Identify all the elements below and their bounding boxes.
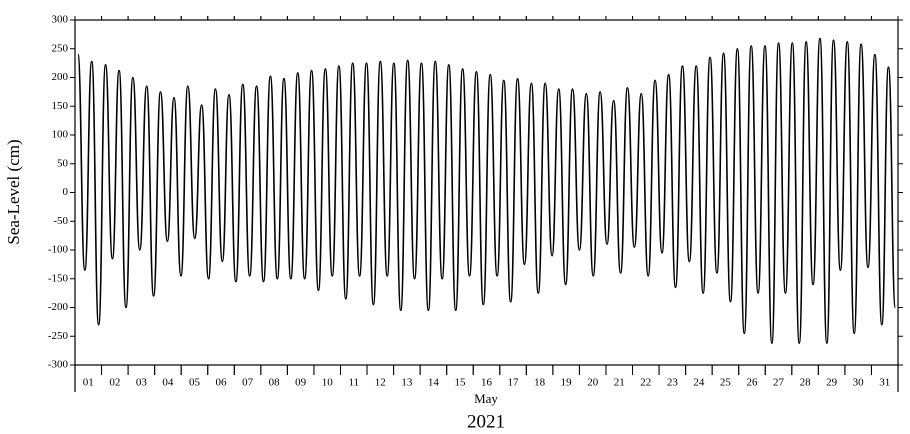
y-tick-label: -300 [48, 359, 69, 371]
y-tick-label: -50 [53, 215, 68, 227]
x-tick-label: 03 [136, 377, 148, 389]
y-tick-label: 250 [52, 42, 69, 54]
x-tick-label: 23 [667, 377, 679, 389]
x-axis-sublabel: 2021 [467, 411, 505, 432]
x-tick-label: 08 [269, 377, 281, 389]
x-tick-label: 18 [534, 377, 546, 389]
y-tick-label: -100 [48, 244, 69, 256]
x-tick-label: 24 [693, 377, 705, 389]
x-tick-label: 21 [614, 377, 625, 389]
x-tick-label: 27 [773, 377, 785, 389]
y-tick-label: 200 [52, 71, 69, 83]
x-tick-label: 15 [454, 377, 466, 389]
y-tick-label: -200 [48, 301, 69, 313]
y-axis-label: Sea-Level (cm) [4, 139, 23, 244]
x-tick-label: 30 [853, 377, 865, 389]
y-tick-label: 300 [52, 14, 69, 26]
x-tick-label: 02 [109, 377, 120, 389]
y-tick-label: 100 [52, 129, 69, 141]
x-tick-label: 25 [720, 377, 732, 389]
x-tick-label: 13 [401, 377, 413, 389]
x-tick-label: 06 [216, 377, 228, 389]
x-tick-label: 22 [640, 377, 651, 389]
x-tick-label: 09 [295, 377, 307, 389]
x-tick-label: 01 [83, 377, 94, 389]
y-tick-label: 150 [52, 100, 69, 112]
x-tick-label: 14 [428, 377, 440, 389]
x-tick-label: 17 [508, 377, 520, 389]
y-tick-label: 50 [57, 157, 69, 169]
x-tick-label: 07 [242, 377, 254, 389]
y-tick-label: -150 [48, 272, 69, 284]
y-tick-label: 0 [63, 186, 69, 198]
x-tick-label: 10 [322, 377, 334, 389]
sea-level-line [77, 37, 897, 344]
x-tick-label: 31 [879, 377, 890, 389]
x-tick-label: 26 [746, 377, 758, 389]
x-tick-label: 16 [481, 377, 493, 389]
x-axis-label: May [474, 391, 498, 406]
x-tick-label: 12 [375, 377, 386, 389]
y-tick-label: -250 [48, 330, 69, 342]
x-tick-label: 05 [189, 377, 201, 389]
x-tick-label: 04 [162, 377, 174, 389]
x-tick-label: 29 [826, 377, 838, 389]
x-tick-label: 11 [348, 377, 359, 389]
x-tick-label: 28 [800, 377, 812, 389]
x-tick-label: 20 [587, 377, 599, 389]
x-tick-label: 19 [561, 377, 573, 389]
